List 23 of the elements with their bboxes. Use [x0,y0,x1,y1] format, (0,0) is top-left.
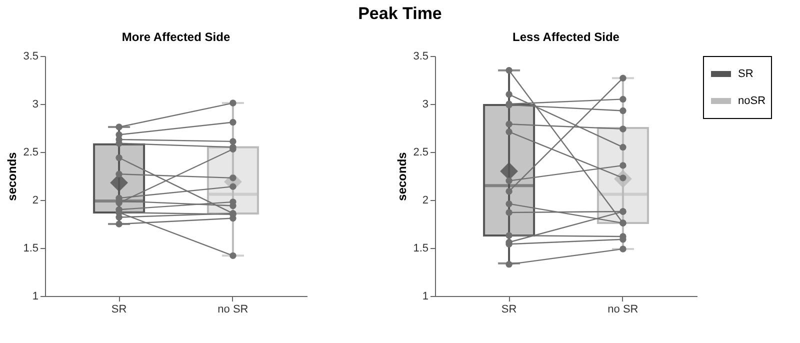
text: Peak Time [358,4,442,23]
y-tick-label: 2.5 [23,146,38,158]
legend-label: SR [738,68,754,80]
chart-title: Less Affected Side [512,30,620,44]
x-tick-label: SR [501,304,517,316]
x-tick-label: no SR [218,304,248,316]
x-tick-label: SR [111,304,127,316]
y-tick-label: 1 [422,290,428,302]
y-axis-title: seconds [395,152,410,201]
y-tick-label: 3.5 [23,50,38,62]
y-tick-label: 1 [32,290,38,302]
y-tick-label: 1.5 [23,242,38,254]
y-tick-label: 2 [32,194,38,206]
y-tick-label: 2.5 [413,146,428,158]
legend-label: noSR [738,95,766,107]
x-tick-label: no SR [608,304,638,316]
y-tick-label: 3 [32,98,38,110]
y-tick-label: 1.5 [413,242,428,254]
y-tick-label: 2 [422,194,428,206]
y-axis-title: seconds [5,152,20,201]
y-tick-label: 3.5 [413,50,428,62]
y-tick-label: 3 [422,98,428,110]
chart-title: More Affected Side [122,30,230,44]
